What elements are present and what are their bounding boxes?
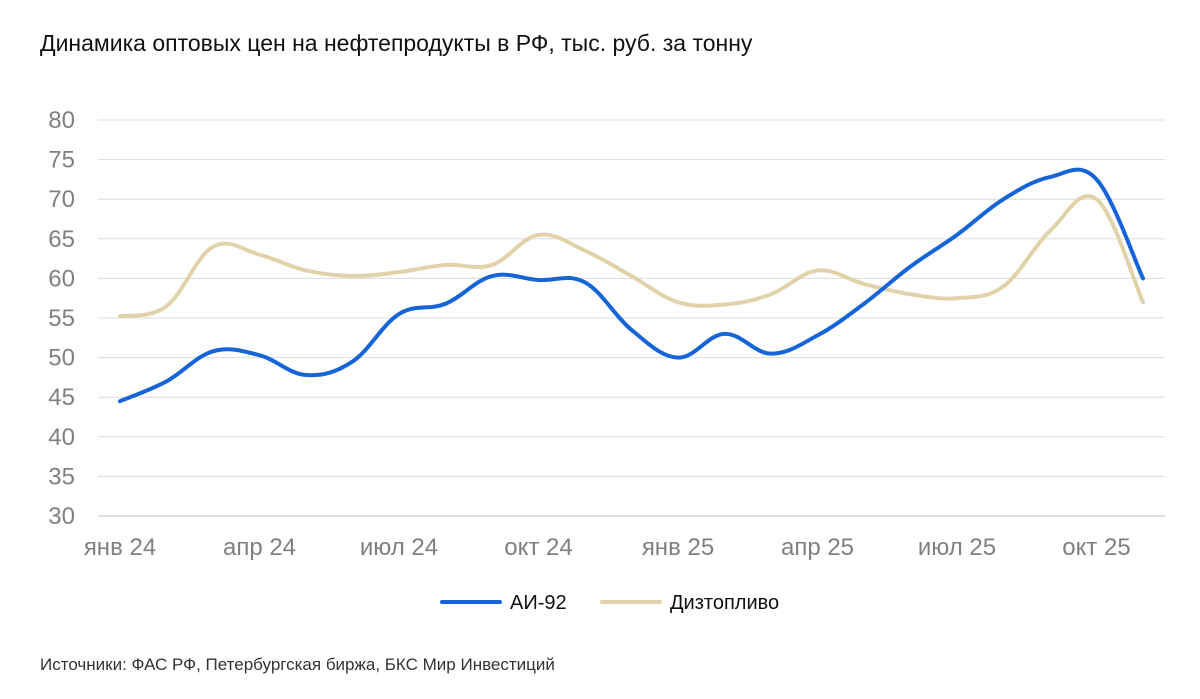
y-axis-ticks: 30 35 40 45 50 55 60 65 70 75 80 (48, 107, 75, 530)
y-tick-label: 35 (48, 463, 75, 490)
y-tick-label: 70 (48, 186, 75, 213)
series-line-ai92 (118, 167, 1145, 404)
y-tick-label: 75 (48, 147, 75, 174)
y-tick-label: 30 (48, 503, 75, 530)
y-tick-label: 40 (48, 424, 75, 451)
legend-label: АИ-92 (510, 592, 567, 614)
gridlines (98, 119, 1165, 517)
series-line-diesel (118, 194, 1145, 319)
x-tick-label: апр 25 (781, 534, 854, 561)
x-tick-label: янв 25 (642, 534, 714, 561)
chart-title: Динамика оптовых цен на нефтепродукты в … (40, 30, 753, 56)
x-tick-label: апр 24 (223, 534, 296, 561)
x-axis-ticks: янв 24 апр 24 июл 24 окт 24 янв 25 апр 25 июл … (84, 534, 1131, 561)
series-lines (118, 167, 1145, 404)
y-tick-label: 80 (48, 107, 75, 134)
x-tick-label: июл 24 (360, 534, 438, 561)
y-tick-label: 60 (48, 265, 75, 292)
x-tick-label: окт 24 (504, 534, 572, 561)
source-note: Источники: ФАС РФ, Петербургская биржа, … (40, 655, 555, 674)
y-tick-label: 45 (48, 384, 75, 411)
legend-label: Дизтопливо (670, 592, 779, 614)
y-tick-label: 55 (48, 305, 75, 332)
legend: АИ-92 Дизтопливо (440, 592, 779, 614)
x-tick-label: окт 25 (1062, 534, 1130, 561)
x-tick-label: июл 25 (918, 534, 996, 561)
x-tick-label: янв 24 (84, 534, 156, 561)
y-tick-label: 50 (48, 345, 75, 372)
y-tick-label: 65 (48, 226, 75, 253)
